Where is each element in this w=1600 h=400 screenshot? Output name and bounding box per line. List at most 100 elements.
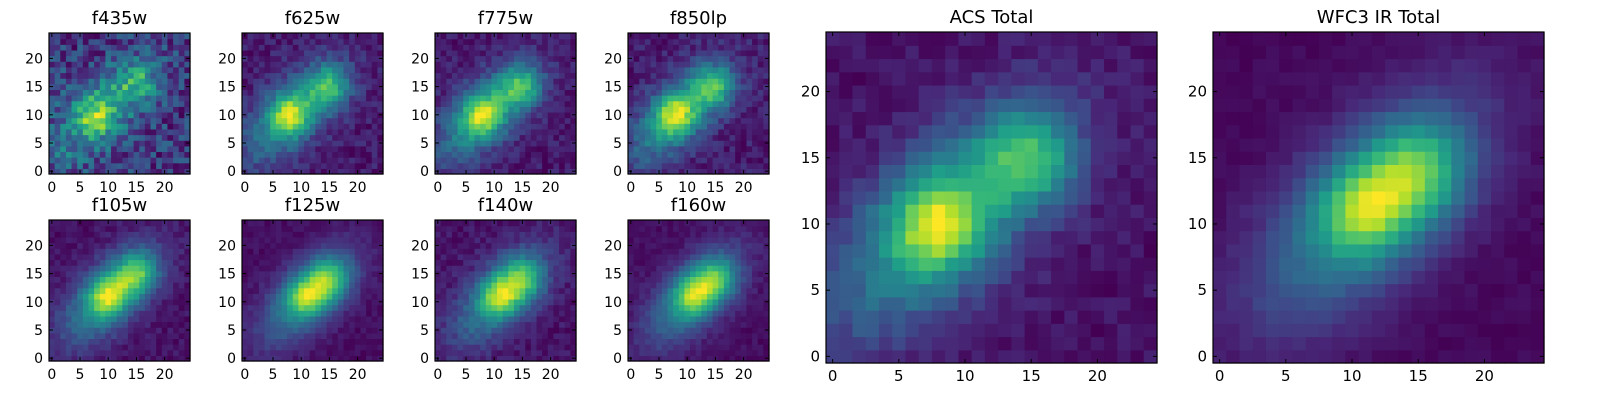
- heatmap-cell: [440, 95, 447, 102]
- heatmap-cell: [446, 106, 453, 113]
- heatmap-cell: [706, 310, 714, 317]
- heatmap-cell: [270, 140, 277, 147]
- heatmap-cell: [530, 231, 538, 238]
- heatmap-cell: [122, 259, 129, 266]
- heatmap-cell: [740, 89, 748, 96]
- heatmap-cell: [178, 287, 185, 294]
- heatmap-cell: [491, 162, 498, 169]
- heatmap-cell: [463, 89, 470, 96]
- heatmap-cell: [144, 140, 152, 147]
- heatmap-cell: [695, 349, 702, 356]
- heatmap-cell: [542, 134, 549, 141]
- heatmap-cell: [457, 89, 464, 96]
- heatmap-cell: [139, 140, 146, 147]
- heatmap-cell: [752, 310, 759, 317]
- heatmap-cell: [690, 38, 697, 45]
- heatmap-cell: [639, 310, 646, 317]
- heatmap-cell: [718, 140, 725, 147]
- heatmap-cell: [497, 134, 504, 141]
- heatmap-cell: [667, 145, 674, 153]
- heatmap-cell: [161, 100, 169, 107]
- heatmap-cell: [326, 117, 333, 124]
- heatmap-cell: [530, 293, 538, 300]
- heatmap-cell: [463, 321, 470, 328]
- heatmap-cell: [446, 78, 453, 85]
- heatmap-cell: [111, 236, 118, 244]
- heatmap-cell: [264, 248, 271, 255]
- heatmap-cell: [281, 248, 288, 255]
- heatmap-cell: [525, 55, 532, 62]
- heatmap-cell: [60, 259, 67, 266]
- heatmap-cell: [673, 315, 680, 323]
- heatmap-cell: [463, 310, 470, 317]
- heatmap-cell: [82, 265, 90, 272]
- heatmap-cell: [491, 253, 498, 261]
- heatmap-cell: [513, 253, 521, 261]
- heatmap-cell: [343, 151, 350, 158]
- heatmap-cell: [446, 248, 453, 255]
- heatmap-cell: [377, 61, 384, 68]
- heatmap-cell: [139, 157, 146, 164]
- heatmap-cell: [99, 298, 106, 306]
- heatmap-cell: [65, 270, 73, 277]
- heatmap-cell: [570, 282, 577, 289]
- heatmap-cell: [463, 259, 470, 266]
- heatmap-cell: [673, 270, 680, 277]
- heatmap-cell: [292, 344, 299, 351]
- heatmap-cell: [530, 248, 538, 255]
- heatmap-cell: [530, 338, 538, 345]
- heatmap-cell: [60, 78, 67, 85]
- heatmap-cell: [275, 344, 283, 351]
- heatmap-cell: [564, 117, 571, 124]
- heatmap-cell: [559, 83, 566, 90]
- heatmap-cell: [497, 106, 504, 113]
- heatmap-cell: [491, 55, 498, 62]
- heatmap-cell: [446, 304, 453, 311]
- heatmap-cell: [304, 49, 311, 57]
- heatmap-cell: [547, 89, 555, 96]
- heatmap-cell: [337, 66, 345, 74]
- heatmap-cell: [491, 38, 498, 45]
- heatmap-cell: [502, 287, 509, 294]
- heatmap-cell: [667, 106, 674, 113]
- heatmap-cell: [127, 242, 135, 249]
- heatmap-cell: [343, 55, 350, 62]
- heatmap-cell: [513, 298, 521, 306]
- heatmap-cell: [684, 117, 691, 124]
- heatmap-cell: [752, 78, 759, 85]
- heatmap-cell: [366, 270, 373, 277]
- heatmap-cell: [757, 344, 764, 351]
- heatmap-cell: [156, 66, 163, 74]
- heatmap-cell: [111, 157, 118, 164]
- heatmap-cell: [559, 310, 566, 317]
- heatmap-cell: [275, 253, 283, 261]
- heatmap-cell: [65, 259, 73, 266]
- heatmap-cell: [65, 276, 73, 283]
- heatmap-cell: [701, 157, 708, 164]
- heatmap-cell: [474, 168, 481, 175]
- heatmap-cell: [178, 270, 185, 277]
- heatmap-cell: [536, 140, 543, 147]
- heatmap-cell: [349, 270, 356, 277]
- heatmap-cell: [678, 355, 685, 362]
- heatmap-cell: [656, 117, 663, 124]
- heatmap-cell: [281, 338, 288, 345]
- heatmap-cell: [133, 265, 140, 272]
- heatmap-cell: [497, 231, 504, 238]
- heatmap-cell: [435, 78, 442, 85]
- x-tick-label: 10: [99, 367, 117, 383]
- heatmap-cell: [99, 145, 106, 153]
- heatmap-cell: [326, 338, 333, 345]
- heatmap-cell: [156, 282, 163, 289]
- heatmap-cell: [354, 66, 362, 74]
- heatmap-cell: [105, 55, 112, 62]
- heatmap-cell: [49, 321, 56, 328]
- heatmap-cell: [161, 83, 169, 90]
- heatmap-cell: [320, 276, 328, 283]
- heatmap-cell: [446, 332, 453, 340]
- heatmap-cell: [457, 315, 464, 323]
- heatmap-cell: [530, 276, 538, 283]
- heatmap-cell: [88, 332, 95, 340]
- heatmap-cell: [292, 293, 299, 300]
